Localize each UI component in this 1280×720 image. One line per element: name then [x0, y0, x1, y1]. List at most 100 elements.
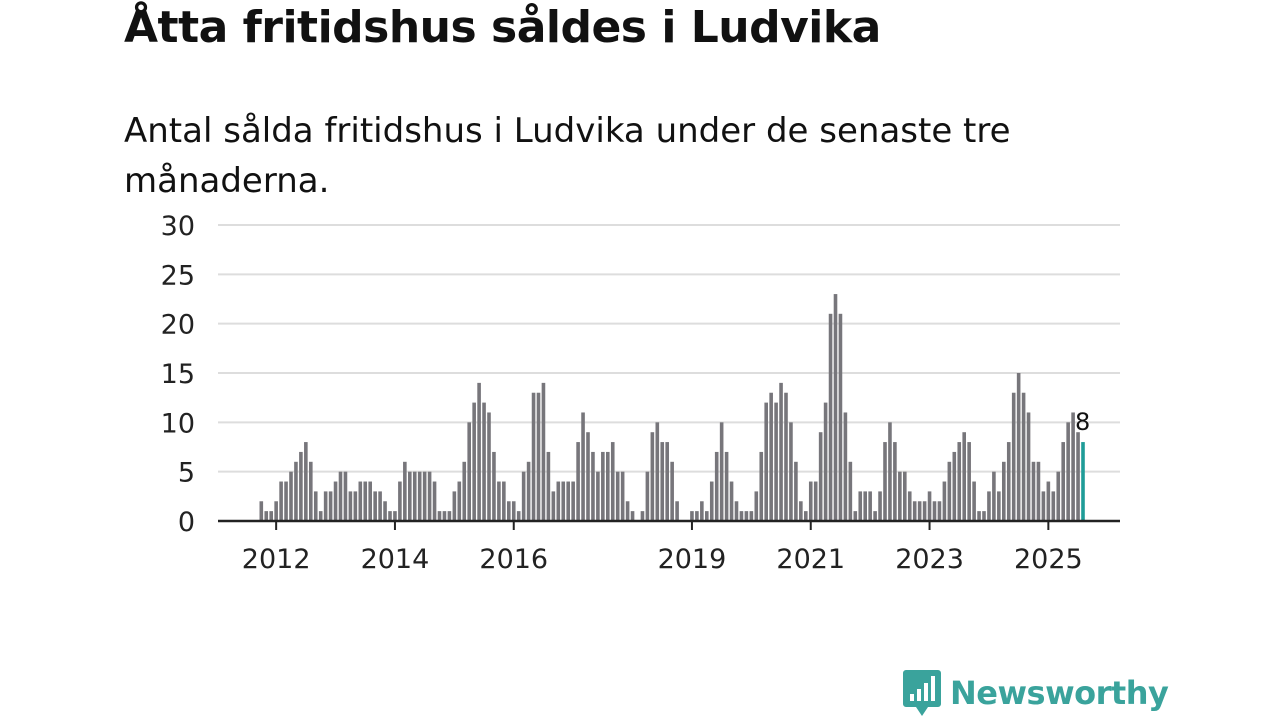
bar — [1026, 412, 1031, 521]
bars — [259, 294, 1085, 521]
bar — [749, 511, 754, 521]
bar — [610, 442, 615, 521]
bar — [972, 481, 976, 521]
bar — [571, 481, 575, 521]
x-tick-label: 2021 — [776, 544, 845, 575]
bar — [1066, 422, 1070, 521]
chart-title: Åtta fritidshus såldes i Ludvika — [124, 2, 881, 53]
bar — [799, 501, 803, 521]
bar — [724, 451, 729, 521]
bar — [848, 461, 853, 521]
bar — [378, 491, 382, 521]
bar — [358, 481, 363, 521]
bar — [818, 432, 823, 521]
bar — [942, 481, 947, 521]
bar — [769, 392, 773, 521]
x-tick-label: 2023 — [895, 544, 964, 575]
bar — [987, 491, 991, 521]
bar — [903, 471, 907, 521]
bar — [507, 501, 511, 521]
bar — [650, 432, 655, 521]
x-tick-label: 2014 — [361, 544, 430, 575]
bar — [606, 451, 610, 521]
bar — [521, 471, 526, 521]
bar — [660, 442, 665, 521]
bar — [393, 511, 397, 521]
bar — [853, 511, 858, 521]
bar — [888, 422, 892, 521]
bar — [630, 511, 635, 521]
bar — [962, 432, 966, 521]
bar — [615, 471, 620, 521]
bar — [893, 442, 897, 521]
bar — [883, 442, 887, 521]
bar — [1076, 432, 1080, 521]
bar — [873, 511, 877, 521]
bar — [412, 471, 417, 521]
bar — [304, 442, 308, 521]
bar — [417, 471, 422, 521]
newsworthy-logo: Newsworthy — [902, 668, 1169, 718]
y-tick-label: 15 — [161, 359, 195, 390]
bar — [561, 481, 566, 521]
bar — [328, 491, 333, 521]
bar — [457, 481, 462, 521]
bar — [922, 501, 927, 521]
bar — [1061, 442, 1065, 521]
bar — [784, 392, 788, 521]
y-tick-label: 30 — [161, 211, 195, 242]
bar — [427, 471, 432, 521]
bar — [1046, 481, 1051, 521]
x-axis-ticks: 2012 2014 2016 2019 2021 2023 2025 — [242, 521, 1083, 575]
bar — [348, 491, 353, 521]
x-tick-label: 2019 — [658, 544, 727, 575]
bar — [729, 481, 734, 521]
bar — [343, 471, 348, 521]
bar — [487, 412, 491, 521]
bar — [823, 402, 828, 521]
bar — [309, 461, 313, 521]
bar — [269, 511, 273, 521]
y-tick-label: 25 — [161, 260, 195, 291]
bar — [967, 442, 971, 521]
bar — [977, 511, 981, 521]
bar — [323, 491, 328, 521]
bar — [472, 402, 476, 521]
newsworthy-chart-bubble-icon — [903, 670, 941, 716]
bar — [625, 501, 630, 521]
bar — [808, 481, 813, 521]
y-tick-label: 10 — [161, 408, 195, 439]
chart-subtitle: Antal sålda fritidshus i Ludvika under d… — [124, 111, 1011, 201]
bar — [408, 471, 412, 521]
bar — [353, 491, 358, 521]
bar — [759, 451, 764, 521]
bar — [566, 481, 570, 521]
bar — [1031, 461, 1036, 521]
bar — [1006, 442, 1011, 521]
bar — [313, 491, 318, 521]
bar — [586, 432, 590, 521]
bar — [739, 511, 744, 521]
bar — [1041, 491, 1046, 521]
bar — [878, 491, 882, 521]
bar — [774, 402, 778, 521]
bar — [338, 471, 343, 521]
bar — [516, 511, 521, 521]
bar — [804, 511, 808, 521]
bar — [581, 412, 585, 521]
bar — [591, 451, 595, 521]
bar — [333, 481, 338, 521]
data-labels: 8 — [1075, 408, 1090, 436]
bar — [492, 451, 496, 521]
bar — [843, 412, 848, 521]
bar — [927, 491, 932, 521]
bar — [898, 471, 902, 521]
bar — [1011, 392, 1016, 521]
bar — [907, 491, 912, 521]
bar — [526, 461, 531, 521]
bar — [719, 422, 724, 521]
y-tick-label: 5 — [178, 458, 195, 489]
bar — [754, 491, 759, 521]
bar — [536, 392, 541, 521]
bar — [828, 313, 833, 521]
